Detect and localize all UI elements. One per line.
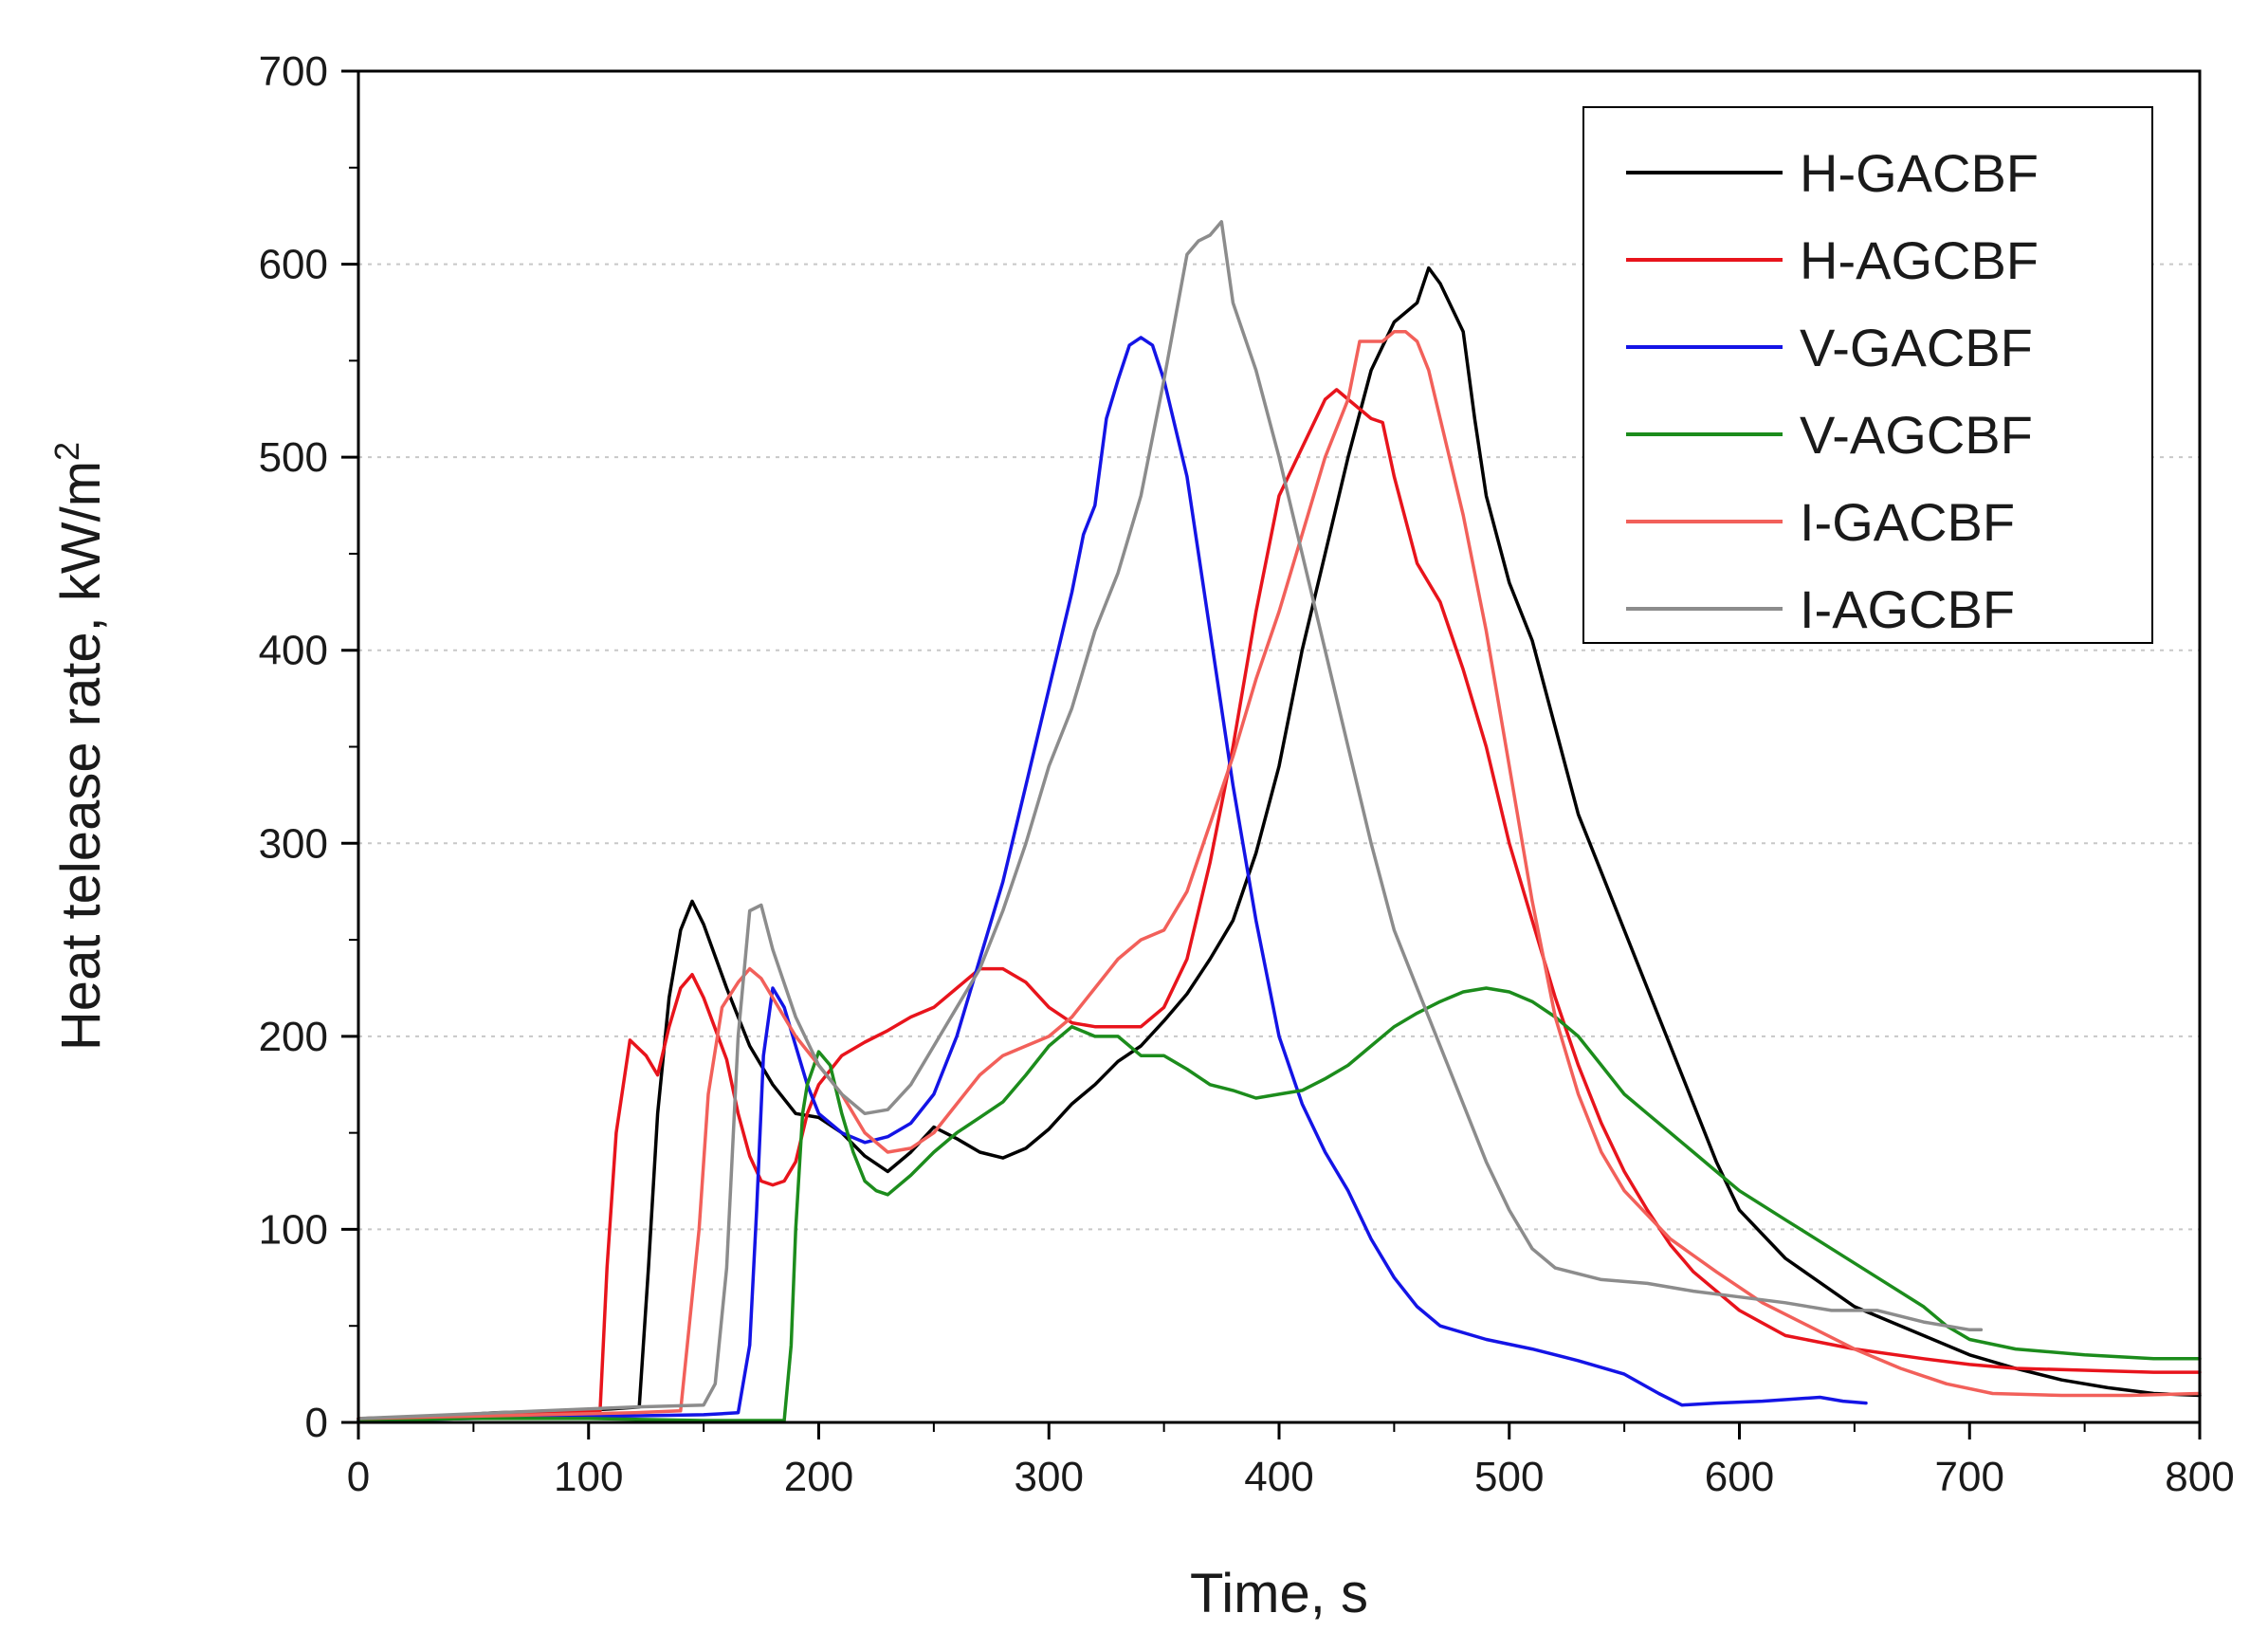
legend-label-H-GACBF: H-GACBF [1800, 143, 2039, 203]
x-tick-label-100: 100 [554, 1454, 623, 1500]
y-axis-title-superscript: 2 [47, 442, 86, 461]
series-line-H-AGCBF [357, 388, 2202, 1421]
x-tick-label-0: 0 [347, 1454, 370, 1500]
legend-label-H-AGCBF: H-AGCBF [1800, 230, 2039, 290]
x-tick-label-600: 600 [1705, 1454, 1774, 1500]
y-tick-label-400: 400 [259, 628, 328, 674]
x-tick-label-800: 800 [2165, 1454, 2234, 1500]
y-tick-label-500: 500 [259, 434, 328, 481]
series-lines [357, 220, 2202, 1422]
legend-label-I-GACBF: I-GACBF [1800, 492, 2015, 552]
y-tick-label-600: 600 [259, 242, 328, 288]
y-tick-label-700: 700 [259, 48, 328, 95]
legend-box [1582, 106, 2153, 644]
series-line-I-GACBF [357, 330, 2202, 1421]
x-axis-title: Time, s [1190, 1563, 1368, 1624]
x-tick-label-300: 300 [1015, 1454, 1084, 1500]
y-tick-label-0: 0 [305, 1400, 328, 1446]
legend: H-GACBF H-AGCBF V-GACBF V-AGCBF I-GACBF I-AGC… [1582, 106, 2153, 644]
x-tick-label-400: 400 [1244, 1454, 1313, 1500]
series-line-V-GACBF [357, 336, 1868, 1422]
x-tick-label-700: 700 [1935, 1454, 2004, 1500]
y-axis-title-main: Heat telease rate, kW/m [50, 461, 112, 1051]
legend-label-I-AGCBF: I-AGCBF [1800, 579, 2015, 639]
legend-label-V-GACBF: V-GACBF [1800, 318, 2033, 377]
y-axis-title: Heat telease rate, kW/m2 [47, 442, 112, 1051]
axis-ticks: 0 100 200 300 400 500 600 700 0 100 200 300 400 500 60… [259, 48, 2235, 1500]
y-tick-label-100: 100 [259, 1206, 328, 1253]
legend-label-V-AGCBF: V-AGCBF [1800, 405, 2033, 465]
y-tick-label-300: 300 [259, 820, 328, 867]
series-line-V-AGCBF [357, 986, 2202, 1422]
x-tick-label-500: 500 [1474, 1454, 1544, 1500]
series-line-I-AGCBF [357, 220, 1984, 1421]
y-tick-label-200: 200 [259, 1014, 328, 1060]
x-tick-label-200: 200 [784, 1454, 853, 1500]
series-line-H-GACBF [357, 266, 2202, 1421]
